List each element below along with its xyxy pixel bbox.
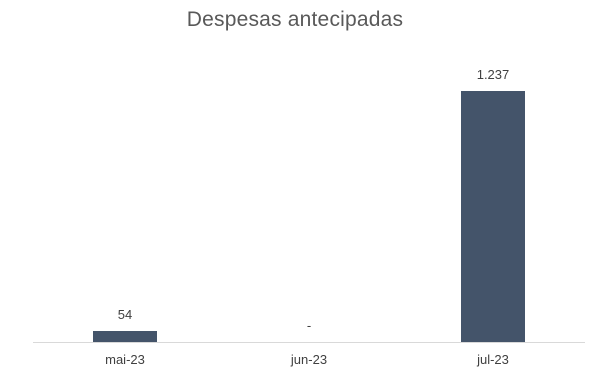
bar-jul-23 — [461, 91, 525, 342]
data-label-jul-23: 1.237 — [477, 67, 510, 82]
x-tick-label-jun-23: jun-23 — [290, 352, 327, 367]
bar-mai-23 — [93, 331, 157, 342]
x-tick-label-jul-23: jul-23 — [476, 352, 509, 367]
x-tick-label-mai-23: mai-23 — [105, 352, 145, 367]
data-label-jun-23: - — [307, 318, 311, 333]
data-label-mai-23: 54 — [118, 307, 132, 322]
chart-title: Despesas antecipadas — [186, 8, 404, 31]
